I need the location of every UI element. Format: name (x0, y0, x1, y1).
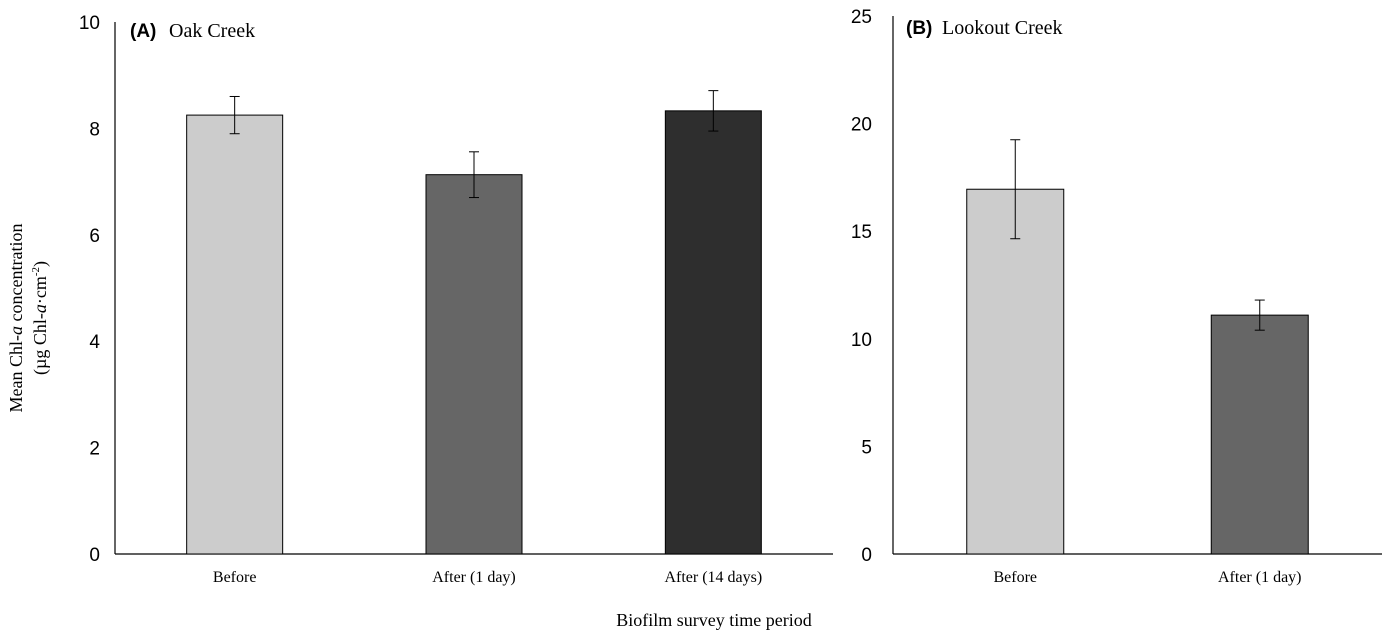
y-tick-label: 20 (851, 115, 872, 136)
panel-a-letter: (A) (130, 21, 156, 42)
error-bar (229, 95, 240, 135)
y-tick-label: 8 (89, 119, 100, 140)
y-axis-title-line2-italic: a (30, 304, 50, 313)
x-tick-label: Before (213, 569, 257, 586)
x-axis-title: Biofilm survey time period (616, 610, 811, 630)
panel-b-title: Lookout Creek (942, 17, 1063, 39)
panel-b-lookout-creek: 0 5 10 15 20 25 Before After (1 day) (B) Looko… (851, 7, 1382, 586)
x-tick-label: After (14 days) (664, 569, 762, 586)
error-bar (469, 151, 479, 199)
y-tick-label: 0 (861, 545, 872, 566)
error-bar (708, 90, 719, 132)
y-axis-title-line2-prefix: (µg Chl- (30, 313, 51, 375)
y-axis-title-line1-suffix: concentration (6, 224, 26, 326)
panel-b-bars (966, 139, 1309, 555)
y-axis-title-line2-sup: -2 (30, 267, 42, 276)
svg-text:(µg Chl-a·cm-2): (µg Chl-a·cm-2) (30, 261, 51, 375)
bar (425, 174, 523, 555)
panel-a-title: Oak Creek (169, 20, 255, 42)
y-tick-label: 15 (851, 222, 872, 243)
y-tick-label: 5 (861, 437, 872, 458)
panel-a-oak-creek: 0 2 4 6 8 10 Before After (1 day) After (14 day… (79, 13, 833, 586)
panel-b-letter: (B) (906, 18, 932, 39)
y-tick-label: 25 (851, 7, 872, 28)
y-axis-title-line2-suffix: ) (30, 261, 51, 267)
y-axis-title-line2-mid: ·cm (30, 276, 50, 304)
y-axis-title-line1-italic: a (6, 326, 26, 335)
bar (966, 188, 1065, 555)
y-tick-label: 10 (851, 330, 872, 351)
y-tick-label: 4 (89, 332, 100, 353)
panel-a-y-ticks: 0 2 4 6 8 10 (79, 13, 101, 566)
svg-text:Mean Chl-a concentration: Mean Chl-a concentration (6, 224, 26, 413)
y-axis-title: Mean Chl-a concentration (µg Chl-a·cm-2) (6, 224, 51, 413)
error-bar (1010, 139, 1021, 240)
bar (186, 114, 284, 555)
x-tick-label: Before (993, 569, 1037, 586)
panel-b-y-ticks: 0 5 10 15 20 25 (851, 7, 872, 566)
y-axis-title-line1-prefix: Mean Chl- (6, 335, 26, 412)
error-bar (1254, 299, 1265, 331)
bar (1210, 314, 1309, 555)
panel-a-bars (186, 90, 762, 555)
y-tick-label: 6 (89, 226, 100, 247)
y-tick-label: 0 (89, 545, 100, 566)
panel-b-x-tick-labels: Before After (1 day) (993, 569, 1301, 586)
x-tick-label: After (1 day) (432, 569, 516, 586)
x-tick-label: After (1 day) (1218, 569, 1302, 586)
y-tick-label: 10 (79, 13, 100, 34)
panel-a-x-tick-labels: Before After (1 day) After (14 days) (213, 569, 762, 586)
y-tick-label: 2 (89, 439, 100, 460)
bar (664, 110, 762, 555)
